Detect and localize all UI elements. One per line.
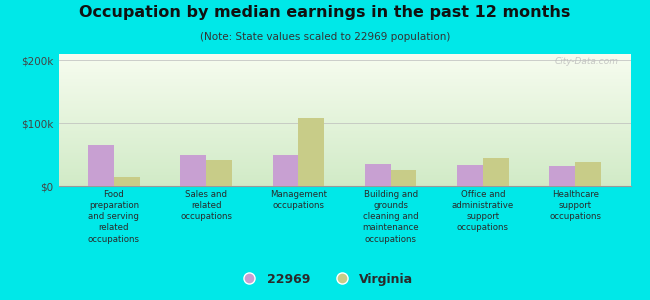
Bar (391, 170, 417, 186)
Bar (549, 166, 575, 186)
Bar (483, 158, 509, 186)
Text: City-Data.com: City-Data.com (555, 57, 619, 66)
Bar (88, 145, 114, 186)
Bar (298, 118, 324, 186)
Bar (575, 162, 601, 186)
Legend: 22969, Virginia: 22969, Virginia (232, 268, 418, 291)
Bar (272, 154, 298, 186)
Bar (365, 164, 391, 186)
Bar (206, 160, 232, 186)
Bar (180, 154, 206, 186)
Bar (457, 165, 483, 186)
Bar (114, 177, 140, 186)
Text: Occupation by median earnings in the past 12 months: Occupation by median earnings in the pas… (79, 4, 571, 20)
Text: (Note: State values scaled to 22969 population): (Note: State values scaled to 22969 popu… (200, 32, 450, 41)
